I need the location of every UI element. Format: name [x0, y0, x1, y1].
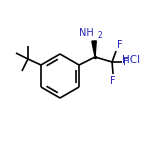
Text: NH: NH [79, 28, 94, 38]
Text: F: F [117, 40, 123, 50]
Text: F: F [123, 57, 129, 67]
Polygon shape [92, 41, 96, 57]
Text: HCl: HCl [122, 55, 140, 65]
Text: 2: 2 [98, 31, 102, 40]
Text: F: F [110, 76, 116, 86]
